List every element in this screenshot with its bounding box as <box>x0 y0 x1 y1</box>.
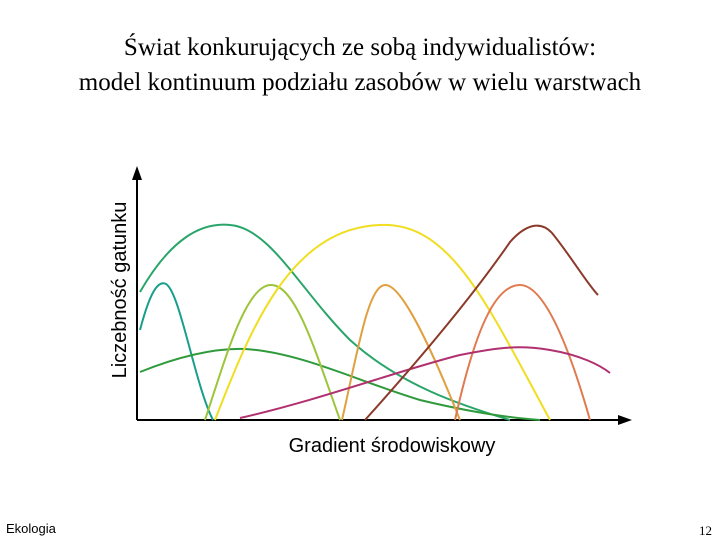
species-curve <box>239 346 611 419</box>
species-curve <box>139 282 214 421</box>
species-curve <box>454 283 591 421</box>
x-axis-label: Gradient środowiskowy <box>289 435 496 457</box>
y-axis-label: Liczebność gatunku <box>109 202 131 379</box>
species-curve <box>139 223 511 421</box>
page-number: 12 <box>699 523 712 538</box>
species-curve <box>364 224 599 421</box>
species-curve <box>341 283 461 421</box>
x-arrow <box>618 415 632 425</box>
species-curve <box>204 283 341 421</box>
y-arrow <box>132 166 142 180</box>
footer: Ekologia <box>6 521 57 536</box>
title-line: Świat konkurujących ze sobą indywidualis… <box>124 33 596 61</box>
title-line: model kontinuum podziału zasobów w wielu… <box>79 69 642 96</box>
species-curve <box>214 223 551 421</box>
species-curve <box>139 347 541 421</box>
